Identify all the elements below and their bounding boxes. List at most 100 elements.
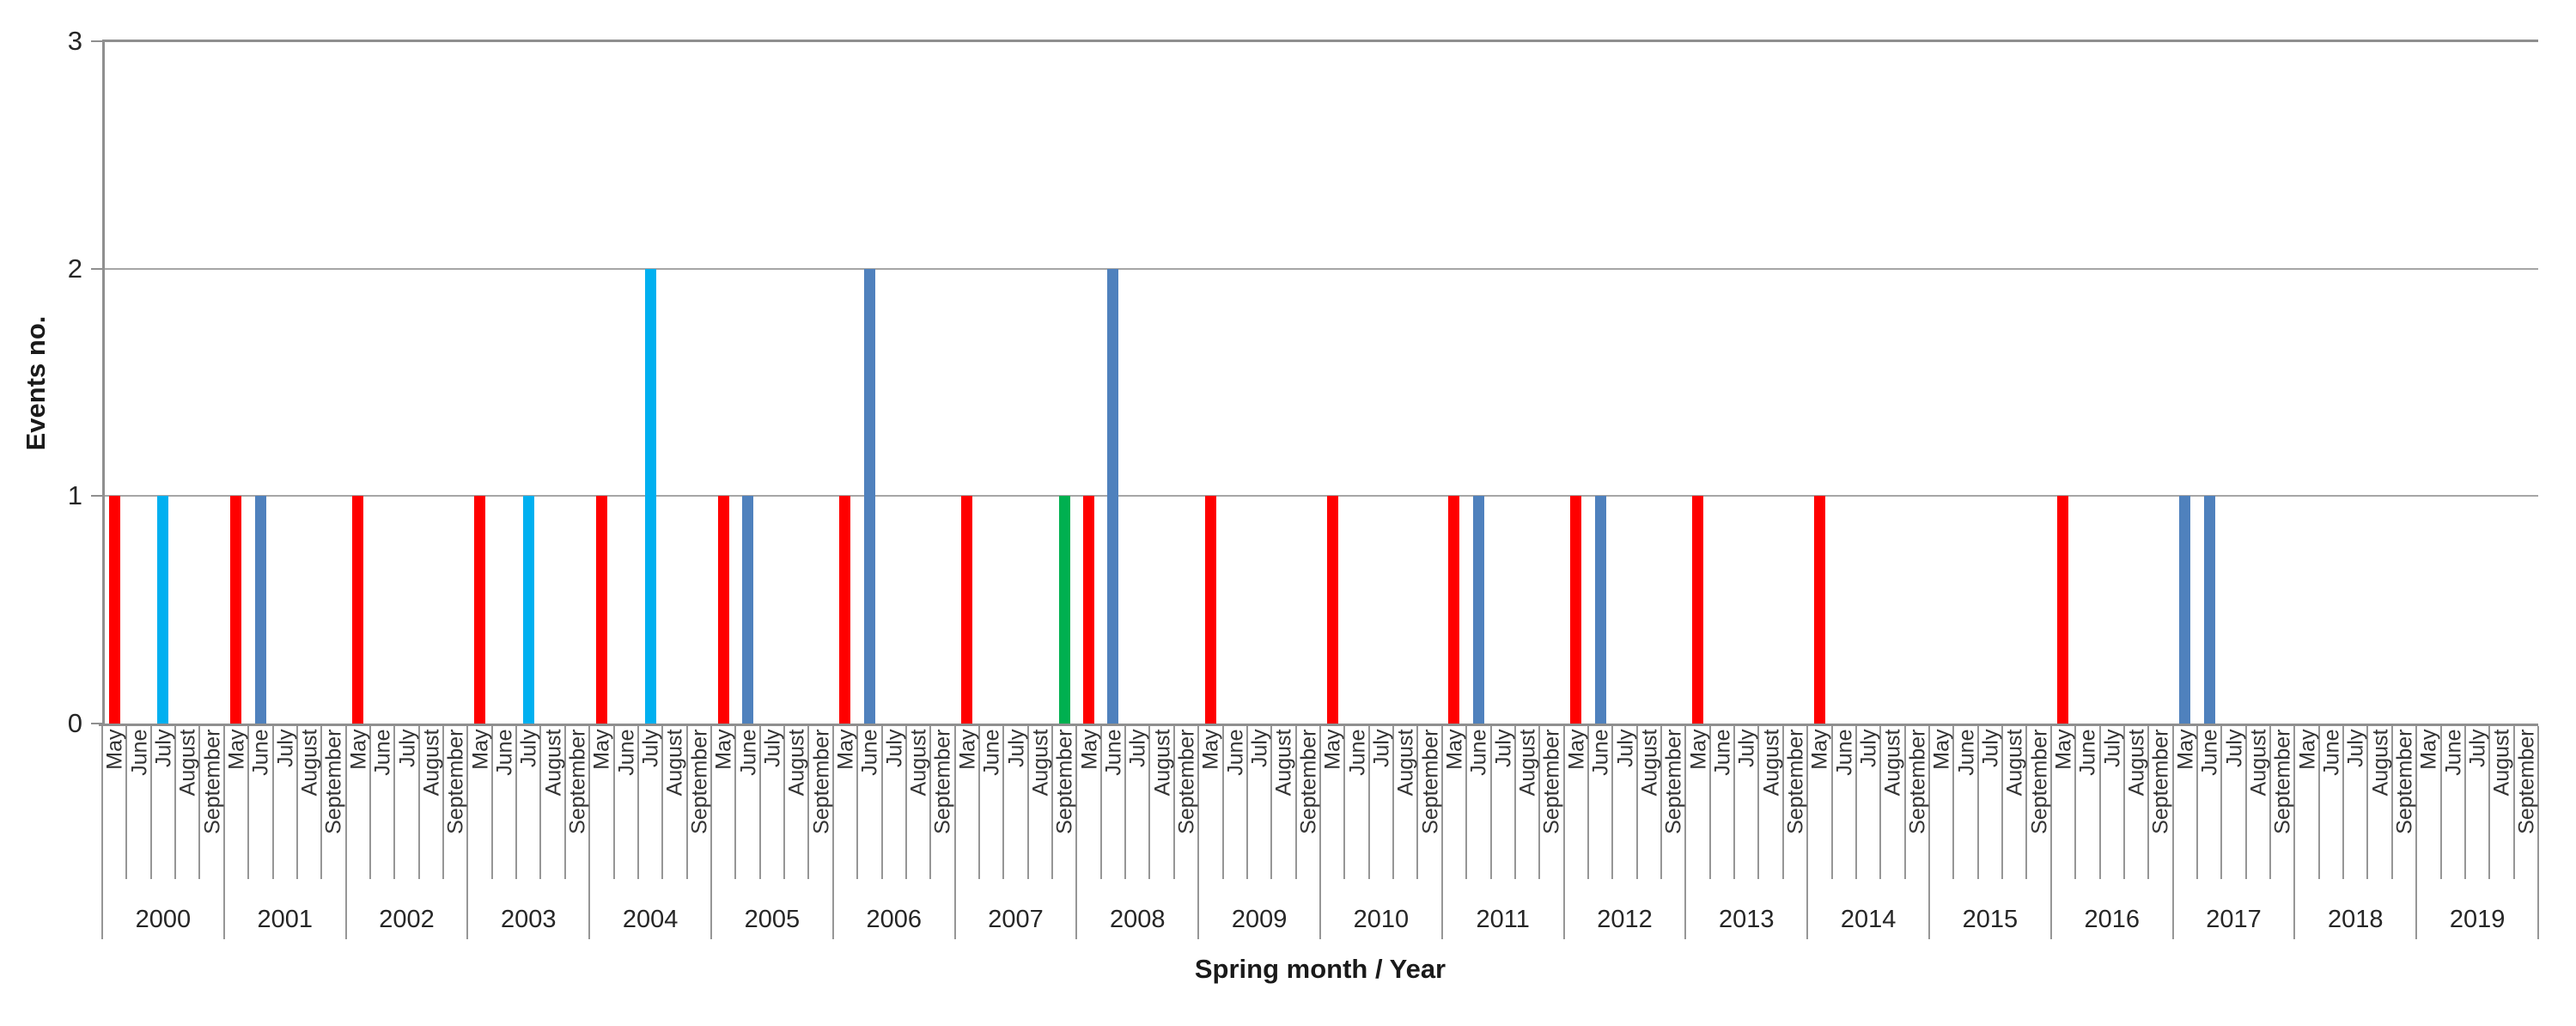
month-tick xyxy=(1002,726,1005,879)
year-label-2003: 2003 xyxy=(501,906,557,933)
month-label-2006-September: September xyxy=(930,729,955,834)
bar-2006-May xyxy=(839,496,851,724)
month-label-2014-May: May xyxy=(1807,729,1832,770)
bar-2004-July xyxy=(644,268,656,724)
month-tick xyxy=(1221,726,1224,879)
y-tick-2 xyxy=(91,267,102,270)
month-label-2016-May: May xyxy=(2051,729,2076,770)
month-tick xyxy=(1026,726,1029,879)
month-tick xyxy=(1416,726,1419,879)
month-label-2018-September: September xyxy=(2392,729,2417,834)
month-label-2014-August: August xyxy=(1880,729,1905,796)
bar-2002-May xyxy=(352,496,364,724)
month-tick xyxy=(174,726,177,879)
month-tick xyxy=(1903,726,1906,879)
month-tick xyxy=(149,726,152,879)
month-tick xyxy=(1489,726,1492,879)
year-label-2006: 2006 xyxy=(866,906,922,933)
month-label-2011-June: June xyxy=(1466,729,1491,776)
month-label-2009-August: August xyxy=(1271,729,1296,796)
year-separator-tick xyxy=(2537,726,2539,939)
month-tick xyxy=(856,726,859,879)
month-tick xyxy=(295,726,298,879)
month-label-2008-June: June xyxy=(1101,729,1126,776)
bar-2011-June xyxy=(1472,496,1484,724)
gridline-1 xyxy=(102,495,2538,498)
month-label-2001-August: August xyxy=(297,729,322,796)
year-separator-tick xyxy=(222,726,225,939)
month-label-2002-May: May xyxy=(346,729,371,770)
year-label-2000: 2000 xyxy=(135,906,192,933)
bar-2009-May xyxy=(1204,496,1216,724)
bar-2016-May xyxy=(2057,496,2069,724)
year-label-2007: 2007 xyxy=(988,906,1044,933)
month-tick xyxy=(2098,726,2101,879)
month-label-2005-May: May xyxy=(711,729,736,770)
year-label-2018: 2018 xyxy=(2328,906,2384,933)
month-label-2012-June: June xyxy=(1588,729,1613,776)
month-label-2013-May: May xyxy=(1686,729,1711,770)
month-tick xyxy=(2220,726,2223,879)
year-separator-tick xyxy=(1440,726,1443,939)
bar-2008-May xyxy=(1083,496,1095,724)
month-tick xyxy=(1757,726,1760,879)
month-label-2017-July: July xyxy=(2222,729,2246,767)
month-tick xyxy=(2025,726,2028,879)
month-label-2017-August: August xyxy=(2246,729,2271,796)
year-separator-tick xyxy=(2415,726,2418,939)
month-tick xyxy=(2074,726,2077,879)
gridline-2 xyxy=(102,267,2538,270)
month-label-2015-June: June xyxy=(1954,729,1979,776)
month-label-2010-July: July xyxy=(1369,729,1394,767)
month-tick xyxy=(1270,726,1273,879)
month-label-2000-August: August xyxy=(175,729,200,796)
month-tick xyxy=(2512,726,2515,879)
month-label-2008-July: July xyxy=(1125,729,1150,767)
year-label-2009: 2009 xyxy=(1231,906,1288,933)
month-tick xyxy=(977,726,980,879)
bar-2001-May xyxy=(230,496,242,724)
month-label-2005-August: August xyxy=(784,729,809,796)
bar-2003-May xyxy=(474,496,486,724)
month-label-2013-August: August xyxy=(1759,729,1784,796)
month-tick xyxy=(563,726,566,879)
month-tick xyxy=(1172,726,1175,879)
month-tick xyxy=(2001,726,2004,879)
month-label-2014-September: September xyxy=(1905,729,1930,834)
bar-2013-May xyxy=(1692,496,1704,724)
y-tick-1 xyxy=(91,495,102,498)
month-tick xyxy=(1635,726,1638,879)
y-tick-label-2: 2 xyxy=(67,253,82,284)
month-tick xyxy=(1976,726,1979,879)
month-label-2015-August: August xyxy=(2002,729,2027,796)
month-label-2012-May: May xyxy=(1564,729,1589,770)
month-label-2008-September: September xyxy=(1174,729,1199,834)
month-tick xyxy=(929,726,932,879)
month-label-2017-September: September xyxy=(2270,729,2295,834)
month-label-2009-June: June xyxy=(1223,729,1248,776)
month-label-2001-May: May xyxy=(224,729,249,770)
bar-2004-May xyxy=(595,496,607,724)
month-tick xyxy=(1148,726,1151,879)
month-label-2004-July: July xyxy=(638,729,663,767)
month-label-2000-June: June xyxy=(127,729,152,776)
month-label-2011-May: May xyxy=(1442,729,1467,770)
month-label-2011-August: August xyxy=(1515,729,1540,796)
x-axis-line xyxy=(99,724,2538,726)
month-tick xyxy=(1708,726,1711,879)
month-label-2006-May: May xyxy=(833,729,858,770)
month-label-2015-May: May xyxy=(1929,729,1954,770)
y-axis-title: Events no. xyxy=(21,315,51,451)
month-tick xyxy=(2439,726,2442,879)
y-axis-line xyxy=(102,41,105,726)
year-separator-tick xyxy=(466,726,469,939)
month-label-2000-May: May xyxy=(102,729,127,770)
year-separator-tick xyxy=(1562,726,1565,939)
month-label-2004-June: June xyxy=(614,729,639,776)
x-axis-title: Spring month / Year xyxy=(1194,954,1446,984)
month-label-2014-June: June xyxy=(1832,729,1857,776)
bar-2000-May xyxy=(108,496,120,724)
month-label-2013-July: July xyxy=(1734,729,1759,767)
month-label-2000-July: July xyxy=(151,729,176,767)
month-tick xyxy=(1124,726,1127,879)
